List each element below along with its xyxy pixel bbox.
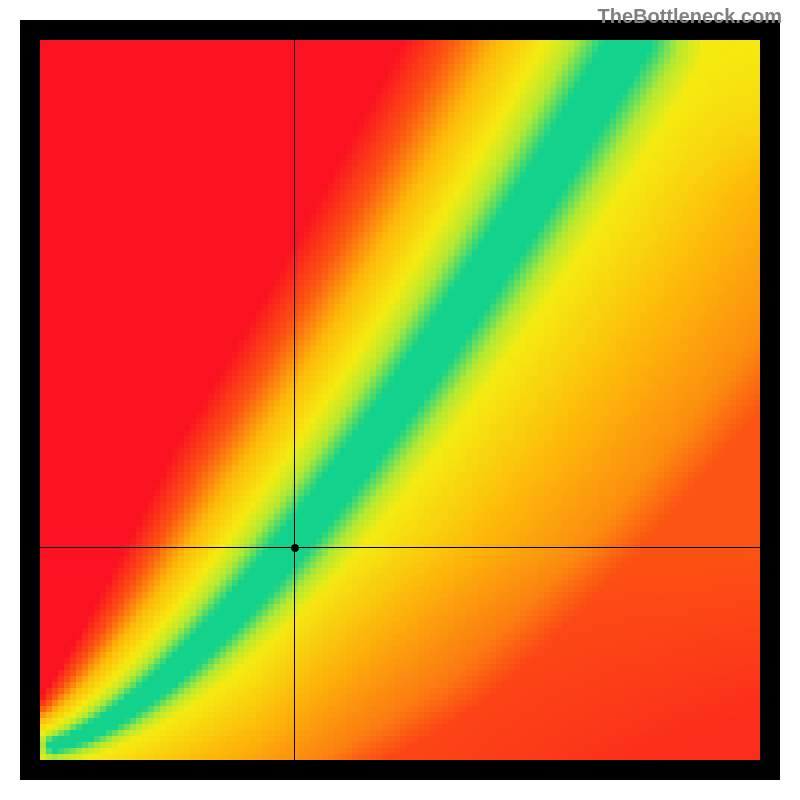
crosshair-vertical — [294, 40, 295, 760]
chart-container: TheBottleneck.com — [0, 0, 800, 800]
watermark-text: TheBottleneck.com — [598, 6, 782, 29]
crosshair-horizontal — [40, 547, 760, 548]
heatmap-canvas — [40, 40, 760, 760]
data-point — [291, 544, 299, 552]
plot-frame — [20, 20, 780, 780]
